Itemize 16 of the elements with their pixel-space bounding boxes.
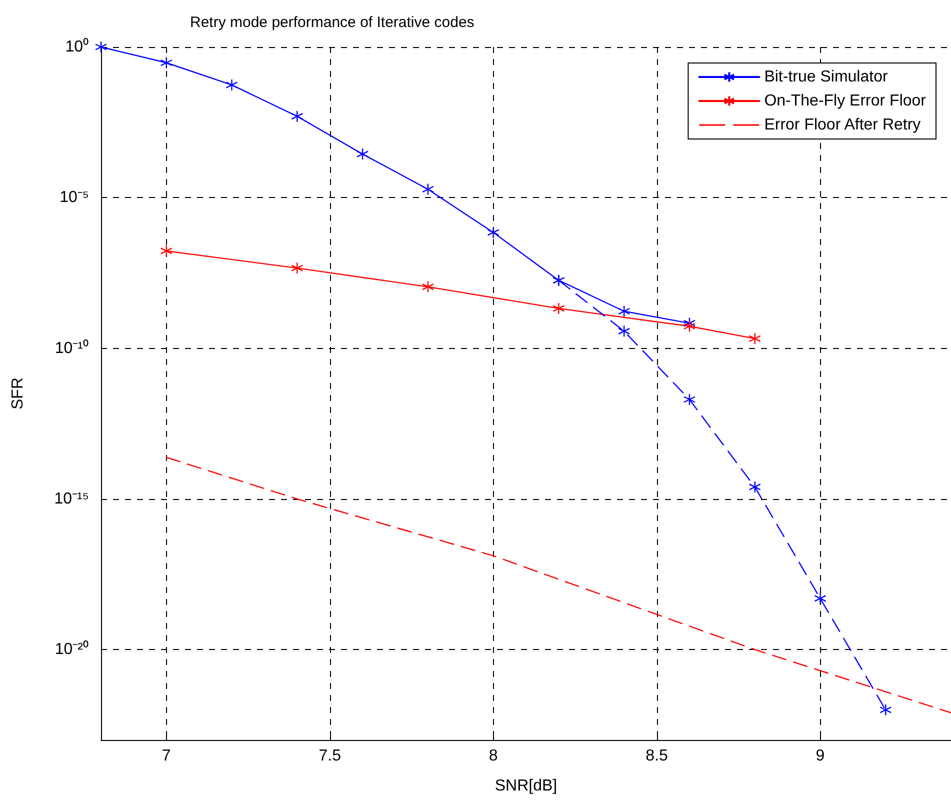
y-tick-label: 10⁰ xyxy=(65,38,89,56)
x-tick-label: 7 xyxy=(162,748,171,764)
y-tick-label: 10⁻¹⁵ xyxy=(54,490,89,508)
legend-label: Bit-true Simulator xyxy=(764,68,888,86)
x-tick-label: 7.5 xyxy=(318,748,342,764)
y-tick-label: 10⁻⁵ xyxy=(60,189,89,206)
x-tick-label: 8 xyxy=(488,748,498,764)
y-tick-label: 10⁻²⁰ xyxy=(54,640,89,658)
chart-title: Retry mode performance of Iterative codes xyxy=(190,14,474,31)
legend-label: Error Floor After Retry xyxy=(764,116,921,134)
legend-label: On-The-Fly Error Floor xyxy=(764,92,927,110)
y-axis-title: SFR xyxy=(10,378,26,410)
x-tick-label: 9 xyxy=(816,748,825,764)
x-axis-title: SNR[dB] xyxy=(494,778,558,794)
y-tick-label: 10⁻¹⁰ xyxy=(54,338,89,357)
x-tick-label: 8.5 xyxy=(646,748,668,764)
